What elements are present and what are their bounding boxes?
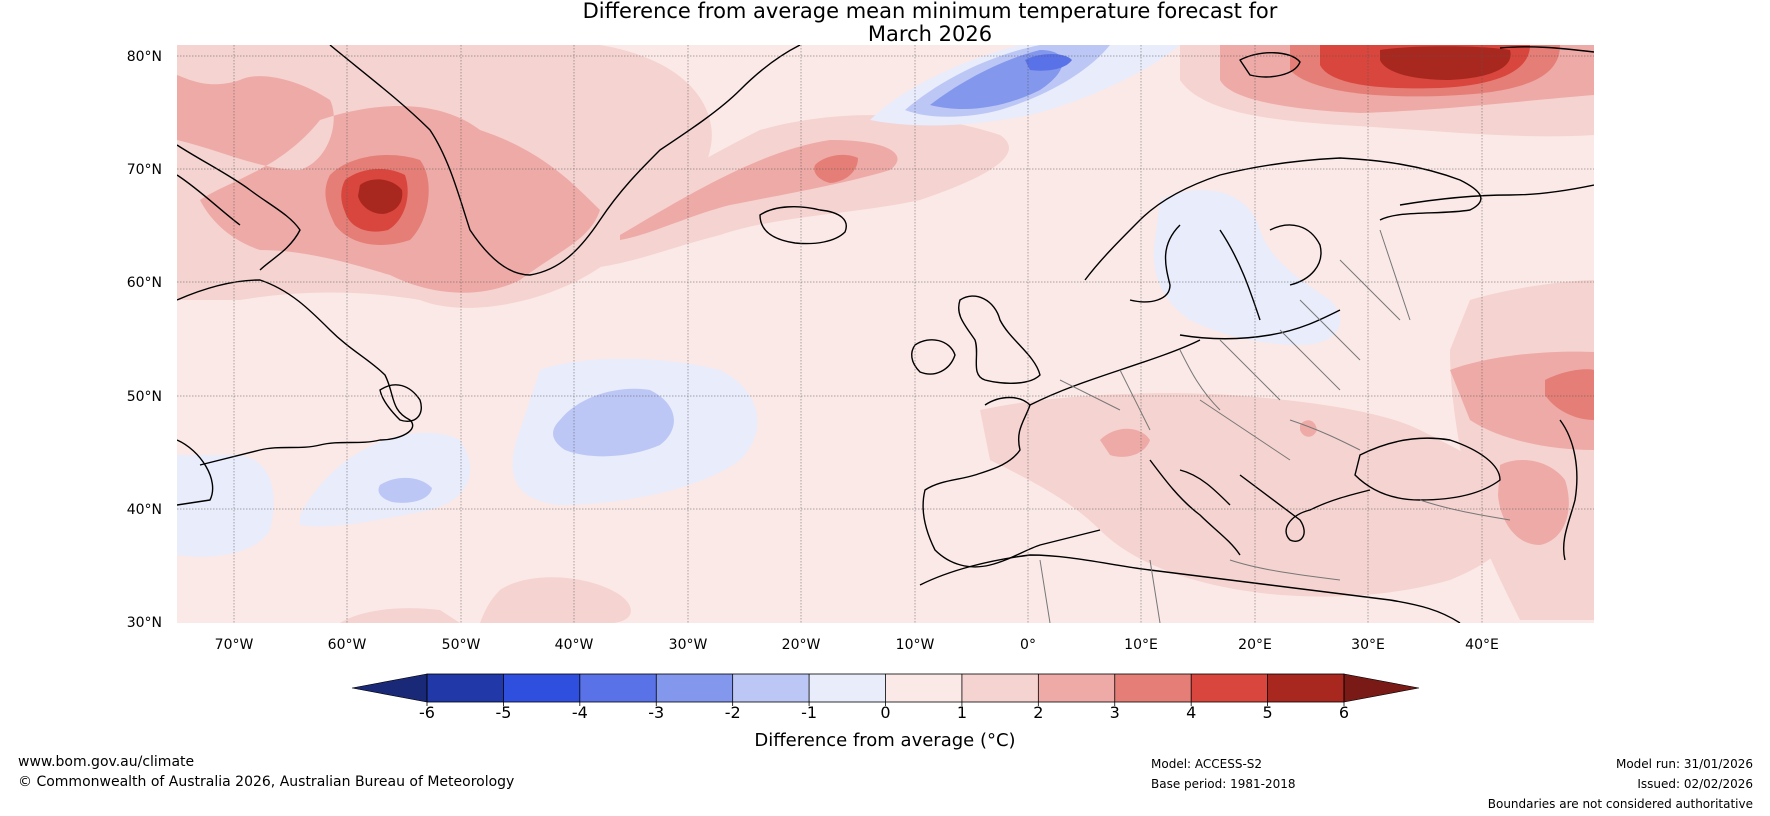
- coastline-balkans-greece: [1239, 474, 1371, 542]
- footer-model-run: Model run: 31/01/2026: [1615, 757, 1753, 771]
- colorbar-swatch: [1267, 674, 1344, 702]
- gridlines: [177, 45, 1594, 623]
- lon-label-30e: 30°E: [1351, 637, 1385, 653]
- colorbar-swatch: [809, 674, 886, 702]
- coastline-iceland: [759, 206, 847, 245]
- footer-model: Model: ACCESS-S2: [1151, 757, 1263, 771]
- colorbar-label: Difference from average (°C): [754, 730, 1016, 751]
- coastline-svalbard: [1239, 46, 1594, 78]
- colorbar-swatch: [503, 674, 580, 702]
- colorbar-swatch: [885, 674, 962, 702]
- colorbar-swatch: [427, 674, 504, 702]
- footer-base-period: Base period: 1981-2018: [1151, 777, 1296, 791]
- coastline-ireland: [911, 339, 956, 375]
- footer-copyright: © Commonwealth of Australia 2026, Austra…: [18, 774, 515, 790]
- colorbar-tick-label: 6: [1339, 703, 1349, 722]
- coastline-britain: [958, 295, 1041, 384]
- colorbar-tick-label: -4: [572, 703, 588, 722]
- colorbar-swatch: [732, 674, 810, 702]
- colorbar-swatch: [656, 674, 733, 702]
- colorbar-tick-label: 0: [880, 703, 890, 722]
- lat-label-70n: 70°N: [127, 162, 162, 178]
- anomaly-region-atlantic-south-warm: [340, 577, 631, 623]
- footer-issued: Issued: 02/02/2026: [1637, 777, 1753, 791]
- colorbar-tick-label: 4: [1186, 703, 1196, 722]
- country-borders: [1039, 229, 1511, 623]
- lat-label-40n: 40°N: [127, 502, 162, 518]
- coastline-baltic: [1179, 224, 1341, 340]
- lon-label-10e: 10°E: [1124, 637, 1158, 653]
- colorbar-tick-label: 2: [1033, 703, 1043, 722]
- title-line-1: Difference from average mean minimum tem…: [582, 0, 1278, 23]
- coastline-caspian: [1559, 419, 1578, 561]
- colorbar-tick-label: -1: [801, 703, 817, 722]
- border-lines-europe: [1039, 229, 1511, 623]
- colorbar-tick-label: -6: [419, 703, 435, 722]
- title-line-2: March 2026: [867, 22, 993, 46]
- anomaly-region-westatlantic-cold-1to2: [378, 477, 432, 503]
- colorbar-swatch: [1191, 674, 1268, 702]
- lon-label-30w: 30°W: [669, 637, 708, 653]
- latitude-labels: 80°N 70°N 60°N 50°N 40°N 30°N: [127, 49, 162, 631]
- anomaly-region-caspian-warm-3to4: [1545, 369, 1594, 420]
- anomaly-region-svalbard-cold-3to4: [1025, 54, 1072, 71]
- colorbar-swatch: [579, 674, 657, 702]
- colorbar-tick-label: 5: [1262, 703, 1272, 722]
- anomaly-region-westatlantic-cold: [177, 432, 470, 557]
- lon-label-0: 0°: [1020, 637, 1036, 653]
- lat-label-80n: 80°N: [127, 49, 162, 65]
- anomaly-region-alps-warm: [1100, 420, 1317, 457]
- anomaly-region-baffin-5to6: [358, 179, 403, 214]
- footer-disclaimer: Boundaries are not considered authoritat…: [1487, 797, 1753, 811]
- colorbar-swatch: [961, 674, 1039, 702]
- lat-label-30n: 30°N: [127, 615, 162, 631]
- colorbar: -6 -5 -4 -3 -2 -1 0 1 2 3 4 5 6: [351, 673, 1420, 722]
- coastline-labrador: [177, 279, 414, 506]
- map-title: Difference from average mean minimum tem…: [0, 0, 1770, 46]
- colorbar-tick-label: 1: [957, 703, 967, 722]
- lon-label-20w: 20°W: [782, 637, 821, 653]
- anomaly-region-barents-5to6: [1380, 46, 1511, 80]
- lon-label-40w: 40°W: [555, 637, 594, 653]
- lon-label-70w: 70°W: [215, 637, 254, 653]
- coastline-baffin: [177, 144, 301, 271]
- lat-label-60n: 60°N: [127, 275, 162, 291]
- lon-label-60w: 60°W: [328, 637, 367, 653]
- map-panel: [177, 45, 1594, 623]
- anomaly-region-iceland-3to4: [814, 154, 858, 183]
- coastline-black-sea: [1354, 437, 1501, 501]
- anomaly-region-atlantic-cold-1to2: [553, 388, 674, 457]
- coastline-newfoundland: [379, 384, 422, 422]
- coastline-greenland: [329, 45, 801, 276]
- colorbar-tick-label: 3: [1110, 703, 1120, 722]
- colorbar-swatch: [1114, 674, 1192, 702]
- anomaly-region-scandinavia-cold: [1153, 190, 1340, 345]
- lon-label-50w: 50°W: [442, 637, 481, 653]
- lon-label-40e: 40°E: [1465, 637, 1499, 653]
- colorbar-tick-label: -5: [495, 703, 511, 722]
- colorbar-tick-label: -3: [648, 703, 664, 722]
- coastline-western-europe: [922, 396, 1101, 568]
- coastline-italy: [1149, 459, 1241, 556]
- coastlines: [177, 45, 1594, 623]
- coastline-scandinavia: [1084, 157, 1482, 321]
- longitude-labels: 70°W 60°W 50°W 40°W 30°W 20°W 10°W 0° 10…: [215, 637, 1499, 653]
- footer-website: www.bom.gov.au/climate: [18, 754, 195, 770]
- colorbar-under-arrow: [351, 673, 428, 703]
- lon-label-20e: 20°E: [1238, 637, 1272, 653]
- coastline-arctic-russia: [1399, 184, 1594, 206]
- colorbar-tick-label: -2: [725, 703, 741, 722]
- lon-label-10w: 10°W: [896, 637, 935, 653]
- colorbar-swatch: [1038, 674, 1115, 702]
- coastline-north-africa: [919, 554, 1461, 623]
- colorbar-over-arrow: [1343, 673, 1420, 703]
- lat-label-50n: 50°N: [127, 389, 162, 405]
